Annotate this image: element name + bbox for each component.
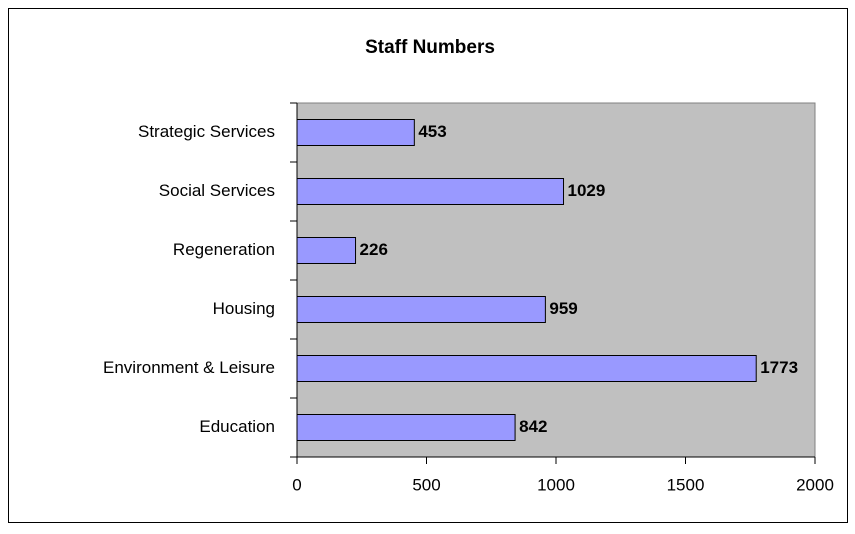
bar xyxy=(296,414,516,441)
x-tick-label: 1000 xyxy=(537,475,575,494)
chart-title: Staff Numbers xyxy=(365,37,495,58)
bar xyxy=(296,296,546,323)
bar xyxy=(296,355,757,382)
y-tick-label: Education xyxy=(199,417,275,436)
x-tick-label: 0 xyxy=(292,475,301,494)
bar xyxy=(296,178,565,205)
data-label: 226 xyxy=(360,240,388,259)
x-tick-label: 2000 xyxy=(796,475,834,494)
y-tick-label: Regeneration xyxy=(173,240,275,259)
plot-area xyxy=(296,102,816,458)
y-tick-label: Housing xyxy=(213,299,275,318)
bar xyxy=(296,119,415,146)
data-label: 1029 xyxy=(568,181,606,200)
y-tick-label: Environment & Leisure xyxy=(103,358,275,377)
x-tick-label: 1500 xyxy=(667,475,705,494)
bar xyxy=(296,237,357,264)
data-label: 453 xyxy=(418,122,446,141)
data-label: 959 xyxy=(549,299,577,318)
data-label: 842 xyxy=(519,417,547,436)
x-tick-label: 500 xyxy=(412,475,440,494)
data-label: 1773 xyxy=(760,358,798,377)
y-tick-label: Strategic Services xyxy=(138,122,275,141)
y-tick-label: Social Services xyxy=(159,181,275,200)
